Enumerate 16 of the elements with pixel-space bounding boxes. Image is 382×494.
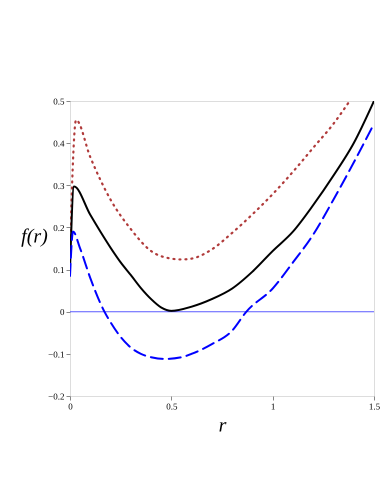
y-tick-label: 0: [60, 307, 65, 318]
line-series: [70, 101, 351, 261]
y-tick-label: 0.3: [53, 180, 65, 191]
y-tick-label: −0.2: [48, 392, 64, 402]
x-tick-label: 1.5: [368, 402, 381, 412]
y-tick-label: 0.5: [53, 96, 65, 106]
x-tick-label: 0.5: [166, 402, 178, 412]
x-tick-label: 1: [270, 402, 276, 412]
y-tick-label: 0.2: [53, 222, 64, 233]
y-tick-label: 0.4: [53, 138, 65, 149]
x-axis-title: r: [218, 414, 227, 436]
line-series: [70, 101, 374, 312]
y-axis-title: f(r): [21, 226, 48, 248]
y-tick-label: 0.1: [53, 265, 64, 276]
x-tick-label: 0: [68, 402, 74, 412]
y-tick-label: −0.1: [48, 349, 64, 360]
